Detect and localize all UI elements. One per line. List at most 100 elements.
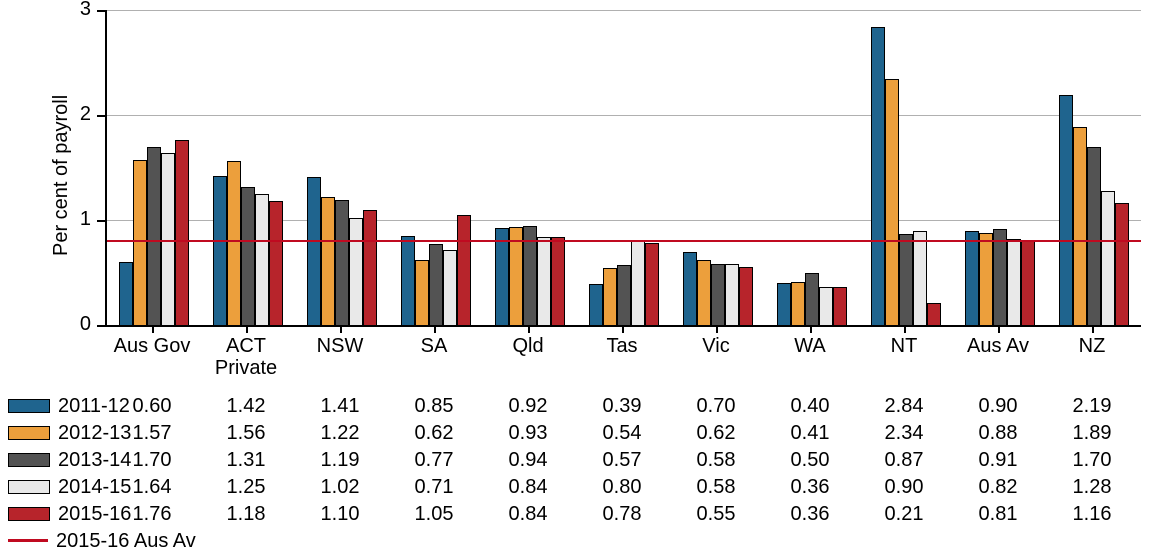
- table-cell: 0.94: [481, 448, 575, 472]
- table-cell: 1.19: [293, 448, 387, 472]
- table-cell: 1.41: [293, 394, 387, 418]
- x-category-label: NSW: [293, 335, 387, 357]
- table-cell: 0.62: [387, 421, 481, 445]
- bar: [725, 264, 739, 325]
- table-cell: 0.58: [669, 475, 763, 499]
- y-gridline: [107, 115, 1141, 116]
- table-cell: 1.89: [1045, 421, 1139, 445]
- x-tick-mark: [1092, 325, 1094, 333]
- legend-swatch: [8, 453, 50, 467]
- table-cell: 1.64: [105, 475, 199, 499]
- table-cell: 1.56: [199, 421, 293, 445]
- table-cell: 0.71: [387, 475, 481, 499]
- bar: [119, 262, 133, 325]
- x-category-label: SA: [387, 335, 481, 357]
- table-cell: 0.91: [951, 448, 1045, 472]
- y-tick-mark: [97, 220, 105, 222]
- bar: [739, 267, 753, 325]
- table-cell: 0.90: [951, 394, 1045, 418]
- table-cell: 1.76: [105, 502, 199, 526]
- bar: [255, 194, 269, 325]
- table-cell: 0.54: [575, 421, 669, 445]
- table-cell: 0.87: [857, 448, 951, 472]
- bar: [589, 284, 603, 325]
- table-cell: 0.77: [387, 448, 481, 472]
- table-row: 2011-120.601.421.410.850.920.390.700.402…: [0, 392, 1170, 419]
- bar: [349, 218, 363, 325]
- table-cell: 0.55: [669, 502, 763, 526]
- x-tick-mark: [998, 325, 1000, 333]
- bar: [993, 229, 1007, 325]
- bar: [241, 187, 255, 325]
- table-cell: 0.85: [387, 394, 481, 418]
- bar: [913, 231, 927, 326]
- x-tick-mark: [622, 325, 624, 333]
- bar: [711, 264, 725, 325]
- table-cell: 0.90: [857, 475, 951, 499]
- bar: [363, 210, 377, 326]
- bar: [401, 236, 415, 325]
- table-cell: 0.50: [763, 448, 857, 472]
- bar: [415, 260, 429, 325]
- table-cell: 0.60: [105, 394, 199, 418]
- x-tick-mark: [246, 325, 248, 333]
- table-cell: 0.84: [481, 502, 575, 526]
- bar: [631, 241, 645, 325]
- bar: [683, 252, 697, 326]
- bar: [335, 200, 349, 325]
- x-tick-mark: [528, 325, 530, 333]
- x-category-label: WA: [763, 335, 857, 357]
- x-tick-mark: [340, 325, 342, 333]
- table-cell: 0.58: [669, 448, 763, 472]
- table-cell: 0.88: [951, 421, 1045, 445]
- y-gridline: [107, 10, 1141, 11]
- x-tick-mark: [716, 325, 718, 333]
- legend-swatch: [8, 480, 50, 494]
- table-cell: 0.84: [481, 475, 575, 499]
- bar: [791, 282, 805, 325]
- bar: [1059, 95, 1073, 325]
- x-category-label: NZ: [1045, 335, 1139, 357]
- table-cell: 1.70: [105, 448, 199, 472]
- y-tick-mark: [97, 115, 105, 117]
- bar: [603, 268, 617, 325]
- bar: [1073, 127, 1087, 325]
- bar: [645, 243, 659, 325]
- bar: [1021, 240, 1035, 325]
- chart-plot-area: [105, 10, 1141, 327]
- table-cell: 1.25: [199, 475, 293, 499]
- table-cell: 0.36: [763, 502, 857, 526]
- bar: [1115, 203, 1129, 325]
- table-cell: 1.10: [293, 502, 387, 526]
- bar: [551, 237, 565, 325]
- bar: [161, 153, 175, 325]
- table-cell: 0.21: [857, 502, 951, 526]
- bar: [927, 303, 941, 325]
- bar: [899, 234, 913, 325]
- table-cell: 1.57: [105, 421, 199, 445]
- table-cell: 0.40: [763, 394, 857, 418]
- bar: [805, 273, 819, 326]
- x-tick-mark: [810, 325, 812, 333]
- bar: [321, 197, 335, 325]
- x-category-label: Qld: [481, 335, 575, 357]
- table-cell: 1.70: [1045, 448, 1139, 472]
- bar: [457, 215, 471, 325]
- bar: [307, 177, 321, 325]
- bar: [777, 283, 791, 325]
- table-row: 2013-141.701.311.190.770.940.570.580.500…: [0, 446, 1170, 473]
- bar: [495, 228, 509, 325]
- table-cell: 1.31: [199, 448, 293, 472]
- table-cell: 0.92: [481, 394, 575, 418]
- bar: [1087, 147, 1101, 326]
- table-row: 2015-161.761.181.101.050.840.780.550.360…: [0, 500, 1170, 527]
- table-cell: 1.42: [199, 394, 293, 418]
- bar: [213, 176, 227, 325]
- x-category-label: Tas: [575, 335, 669, 357]
- x-tick-mark: [152, 325, 154, 333]
- y-tick-mark: [97, 325, 105, 327]
- table-cell: 0.80: [575, 475, 669, 499]
- bar: [537, 237, 551, 325]
- table-cell: 1.28: [1045, 475, 1139, 499]
- bar: [871, 27, 885, 325]
